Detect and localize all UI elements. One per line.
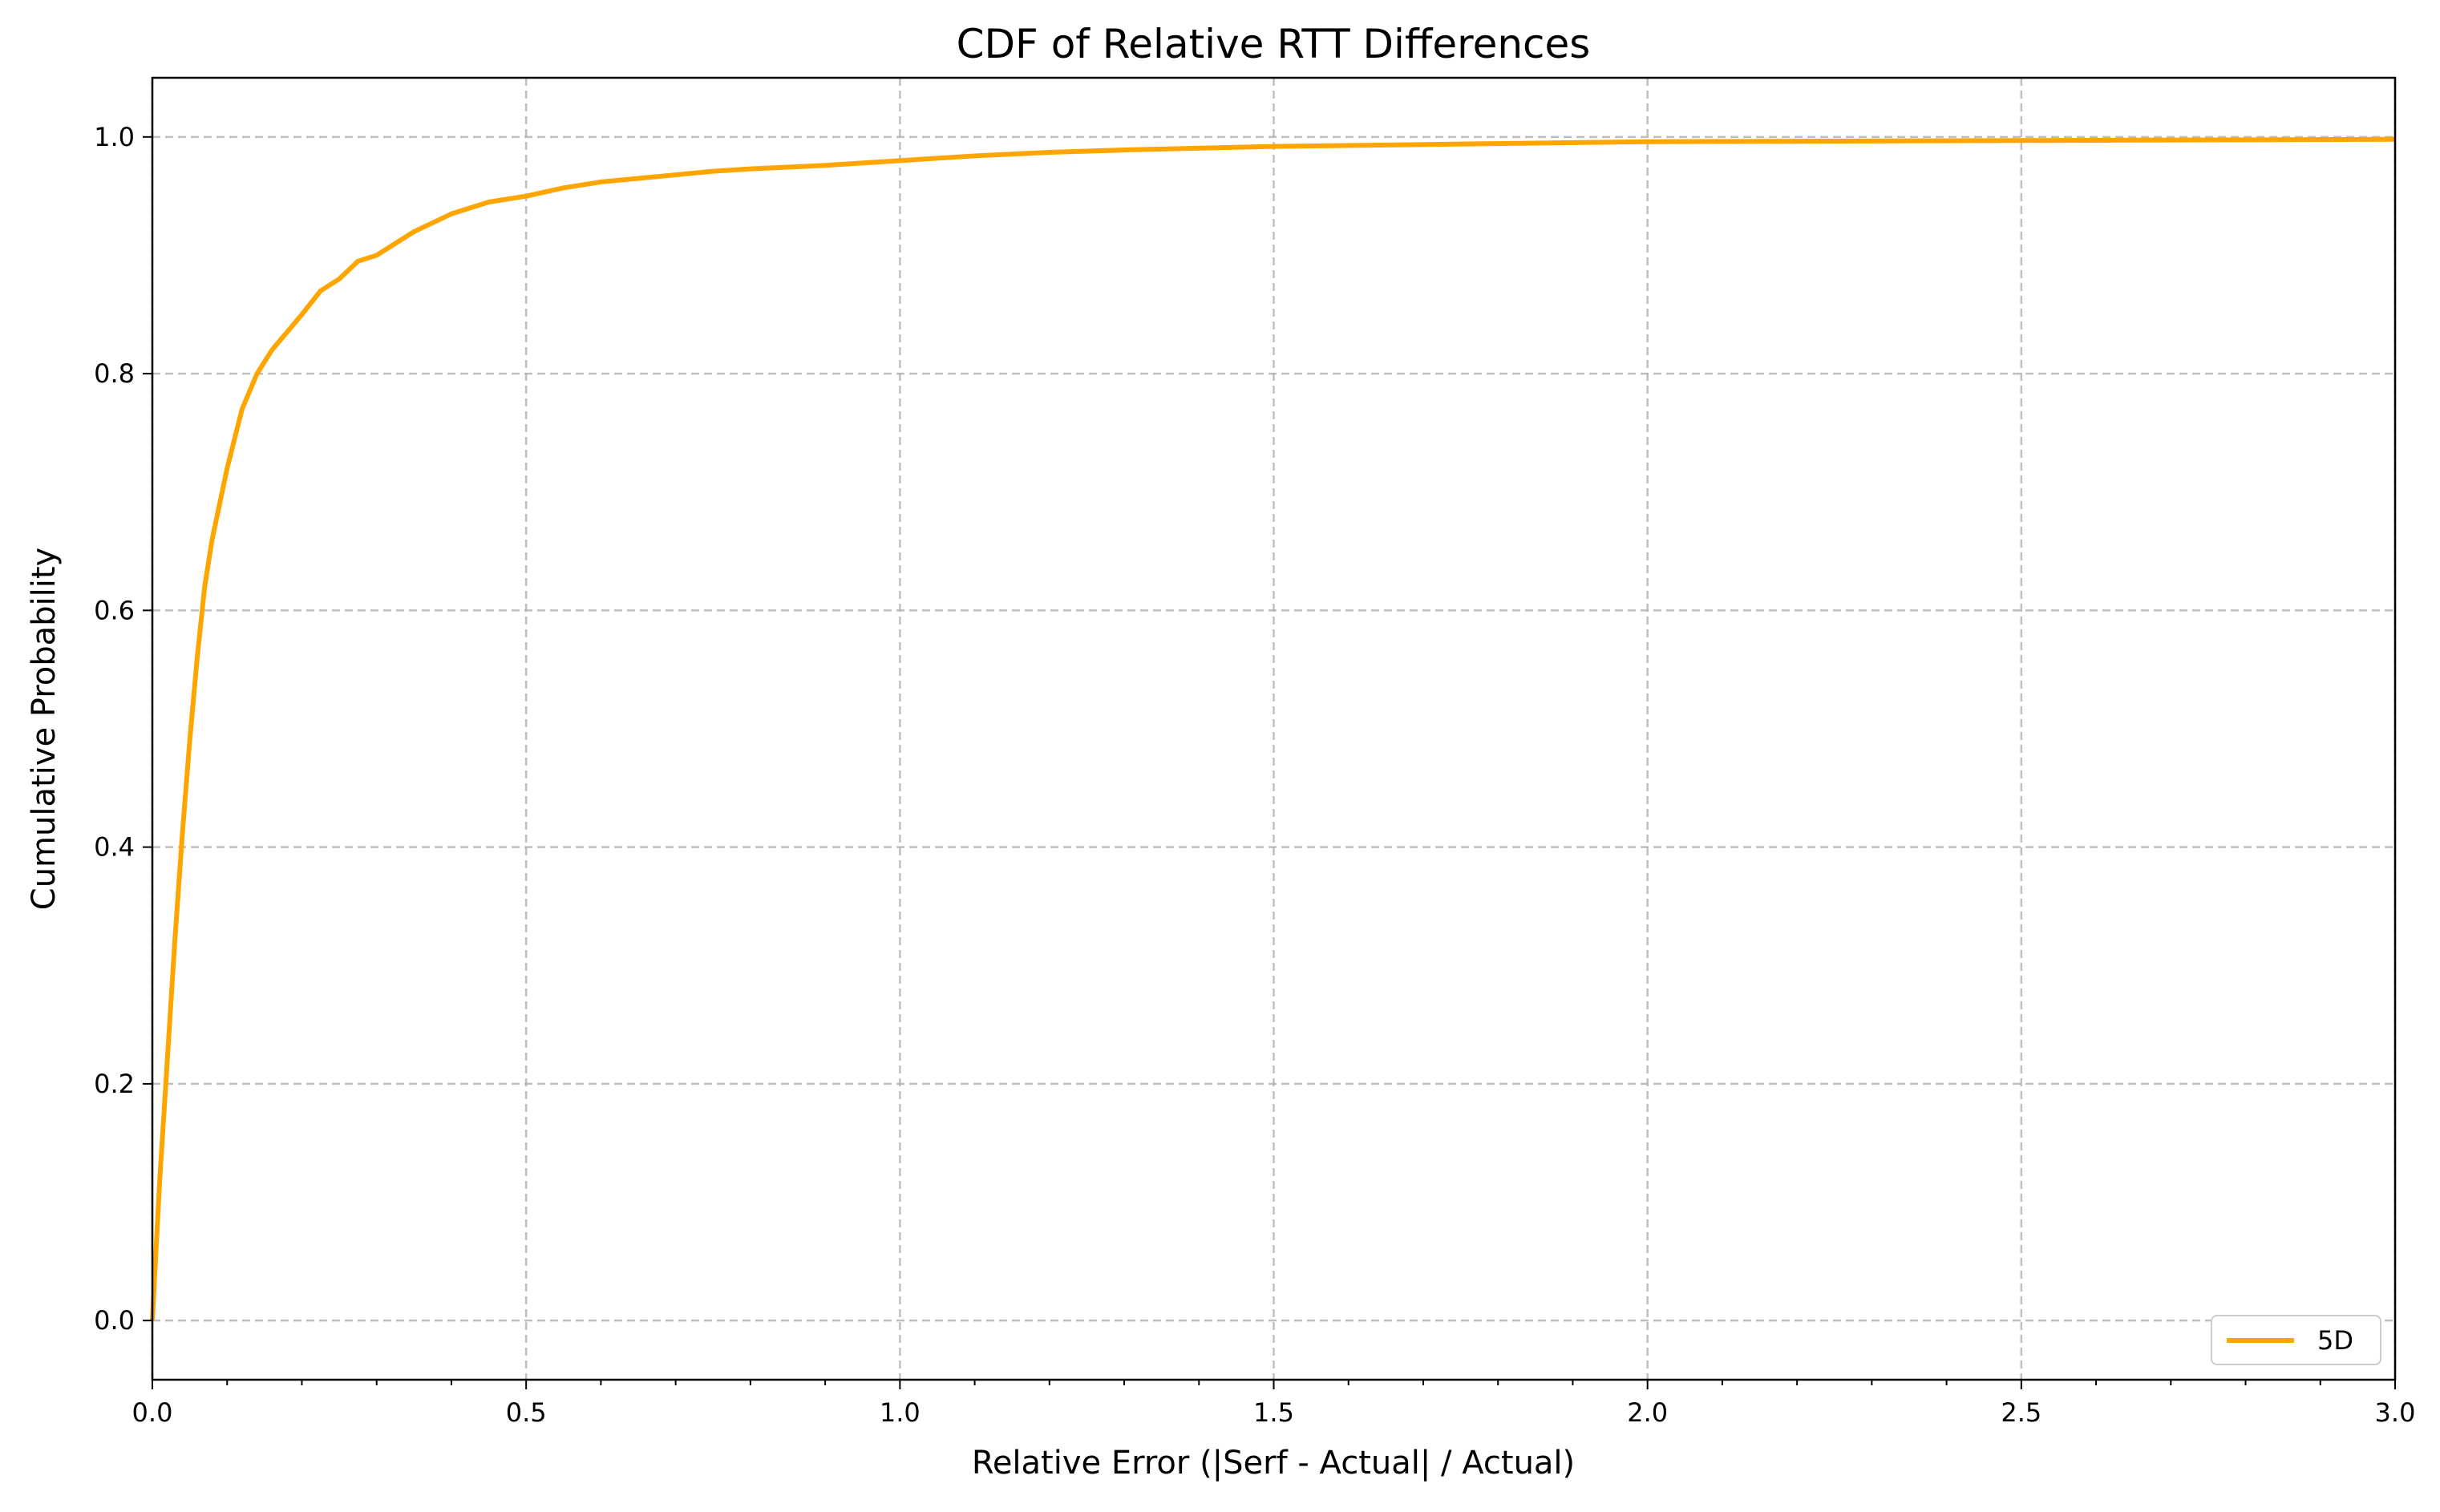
series-line-5d (150, 136, 2396, 1321)
series-layer (150, 136, 2396, 1321)
legend: 5D (2211, 1315, 2381, 1365)
x-tick-label: 0.0 (132, 1397, 173, 1428)
x-tick-label: 1.0 (880, 1397, 921, 1428)
x-tick-label: 1.5 (1253, 1397, 1294, 1428)
x-tick-label: 3.0 (2375, 1397, 2416, 1428)
y-axis-label: Cumulative Probability (26, 548, 63, 910)
x-tick-label: 2.5 (2001, 1397, 2041, 1428)
y-tick-label: 0.8 (94, 358, 135, 389)
chart-title: CDF of Relative RTT Differences (957, 21, 1591, 67)
y-tick-label: 0.2 (94, 1069, 135, 1099)
y-tick-label: 0.0 (94, 1305, 135, 1336)
legend-label-5d: 5D (2317, 1325, 2353, 1356)
y-tick-label: 0.6 (94, 595, 135, 625)
x-tick-label: 2.0 (1627, 1397, 1668, 1428)
x-axis-label: Relative Error (|Serf - Actual| / Actual… (972, 1445, 1575, 1482)
legend-box (2211, 1315, 2381, 1365)
y-tick-label: 0.4 (94, 832, 135, 863)
y-tick-label: 1.0 (94, 122, 135, 152)
x-tick-label: 0.5 (506, 1397, 547, 1428)
tick-layer: 0.0 0.5 1.0 1.5 2.0 2.5 3.0 0.0 0.2 0.4 0.6 0.8 1.0 (94, 122, 2415, 1428)
